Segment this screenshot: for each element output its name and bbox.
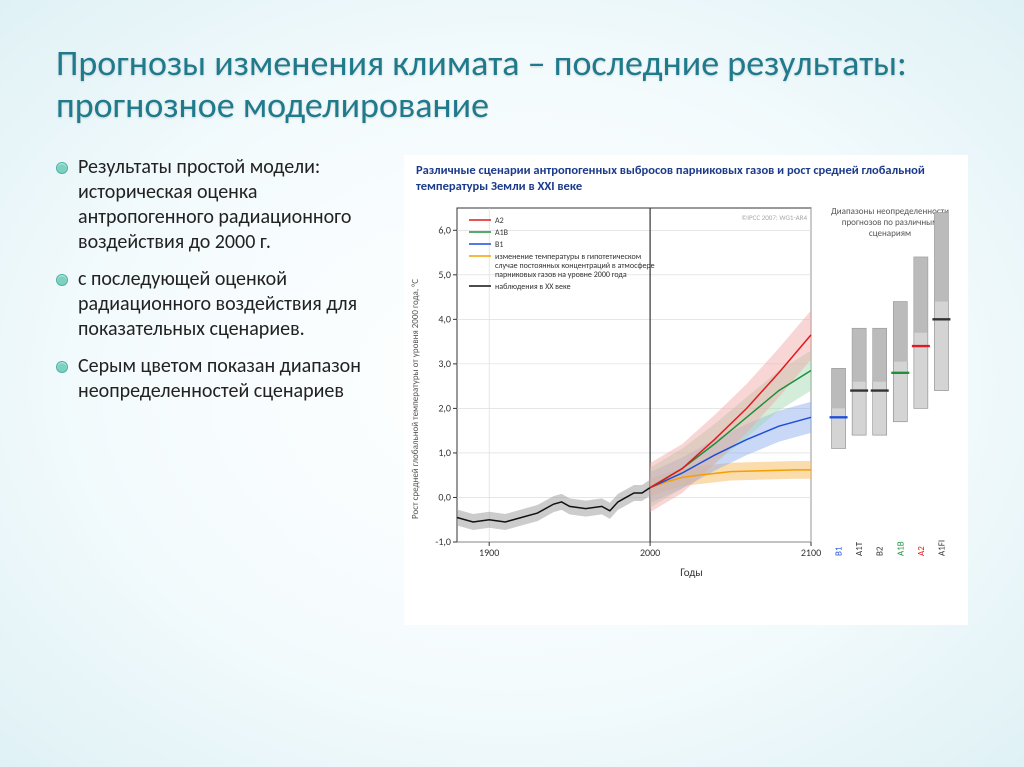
svg-text:1,0: 1,0 — [438, 446, 451, 459]
svg-text:5,0: 5,0 — [438, 268, 451, 281]
svg-text:наблюдения в XX веке: наблюдения в XX веке — [495, 282, 571, 292]
climate-chart: -1,0 0,0 1,0 2,0 3,0 4,0 5,0 6,0 1900 2000 2100 ©IP… — [421, 204, 961, 564]
svg-text:B2: B2 — [875, 546, 886, 556]
svg-text:4,0: 4,0 — [438, 313, 451, 326]
svg-text:2,0: 2,0 — [438, 402, 451, 415]
bullet-item: с последующей оценкой радиационного возд… — [56, 267, 386, 342]
bullet-list: Результаты простой модели: историческая … — [56, 155, 386, 625]
bullet-text: Серым цветом показан диапазон неопределе… — [78, 354, 386, 404]
svg-text:3,0: 3,0 — [438, 357, 451, 370]
svg-text:A1B: A1B — [895, 541, 906, 556]
svg-text:A2: A2 — [495, 216, 504, 226]
svg-text:B1: B1 — [495, 240, 503, 250]
svg-text:A1T: A1T — [854, 541, 865, 556]
svg-text:прогнозов по различным: прогнозов по различным — [842, 217, 938, 228]
svg-text:-1,0: -1,0 — [435, 535, 451, 548]
svg-text:©IPCC 2007: WG1-AR4: ©IPCC 2007: WG1-AR4 — [741, 213, 807, 222]
svg-text:A2: A2 — [916, 546, 927, 556]
bullet-dot-icon — [56, 361, 68, 373]
bullet-text: с последующей оценкой радиационного возд… — [78, 267, 386, 342]
chart-header: Различные сценарии антропогенных выбросо… — [410, 161, 962, 204]
svg-text:сценариям: сценариям — [869, 228, 911, 239]
svg-text:2100: 2100 — [801, 546, 821, 559]
y-axis-label: Рост средней глобальной температуры от у… — [410, 204, 421, 594]
svg-text:2000: 2000 — [640, 546, 660, 559]
chart-panel: Различные сценарии антропогенных выбросо… — [404, 155, 968, 625]
bullet-item: Серым цветом показан диапазон неопределе… — [56, 354, 386, 404]
bullet-dot-icon — [56, 274, 68, 286]
svg-text:Диапазоны неопределенности: Диапазоны неопределенности — [831, 206, 949, 217]
x-axis-label: Годы — [421, 566, 962, 579]
svg-text:A1B: A1B — [495, 228, 509, 238]
svg-text:6,0: 6,0 — [438, 223, 451, 236]
bullet-item: Результаты простой модели: историческая … — [56, 155, 386, 255]
bullet-text: Результаты простой модели: историческая … — [78, 155, 386, 255]
svg-text:B1: B1 — [834, 546, 845, 556]
svg-text:A1FI: A1FI — [936, 540, 947, 556]
svg-text:0,0: 0,0 — [438, 491, 451, 504]
slide-title: Прогнозы изменения климата – последние р… — [56, 42, 968, 127]
bullet-dot-icon — [56, 162, 68, 174]
svg-text:парниковых газов на уровне 200: парниковых газов на уровне 2000 года — [495, 270, 627, 280]
svg-text:1900: 1900 — [479, 546, 499, 559]
